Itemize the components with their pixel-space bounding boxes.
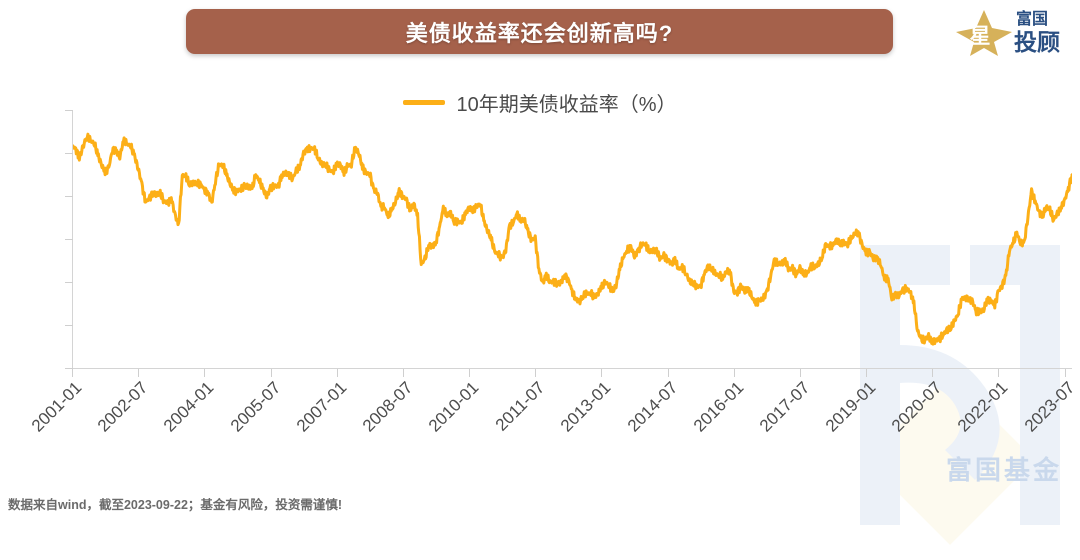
x-tick-mark xyxy=(336,369,338,377)
x-tick-mark xyxy=(535,369,537,377)
y-tick-mark xyxy=(65,368,73,369)
x-tick-label: 2008-07 xyxy=(358,378,417,436)
x-tick-mark xyxy=(270,369,272,377)
x-axis-line xyxy=(72,368,1072,369)
y-tick-mark xyxy=(65,325,73,326)
svg-text:投顾: 投顾 xyxy=(1014,29,1060,55)
y-tick-mark xyxy=(65,239,73,240)
x-tick-mark xyxy=(469,369,471,377)
legend-label: 10年期美债收益率（%） xyxy=(456,94,677,116)
x-tick-mark xyxy=(799,369,801,377)
chart-legend: 10年期美债收益率（%） xyxy=(0,88,1080,117)
y-tick-mark xyxy=(65,153,73,154)
star-icon xyxy=(956,10,1012,56)
x-tick-mark xyxy=(667,369,669,377)
x-tick-label: 2019-01 xyxy=(821,378,880,436)
x-tick-mark xyxy=(733,369,735,377)
data-source-note: 数据来自wind，截至2023-09-22；基金有风险，投资需谨慎! xyxy=(8,498,343,512)
x-tick-label: 2005-07 xyxy=(226,378,284,436)
legend-line-swatch xyxy=(403,100,446,105)
x-tick-mark xyxy=(138,369,140,377)
chart-plot-area xyxy=(72,110,1072,368)
x-tick-mark xyxy=(932,369,934,377)
x-tick-label: 2023-07 xyxy=(1020,378,1079,436)
y-tick-mark xyxy=(65,110,73,111)
watermark-text: 富国基金 xyxy=(945,455,1062,485)
yield-line-chart xyxy=(72,110,1072,368)
x-tick-label: 2010-01 xyxy=(424,378,483,436)
x-tick-label: 2013-01 xyxy=(557,378,615,436)
page-title: 美债收益率还会创新高吗? xyxy=(405,20,674,46)
x-tick-label: 2004-01 xyxy=(160,378,218,436)
x-tick-label: 2020-07 xyxy=(888,378,946,436)
x-tick-label: 2002-07 xyxy=(94,378,152,436)
svg-text:富国: 富国 xyxy=(1016,9,1048,28)
x-tick-mark xyxy=(402,369,404,377)
x-tick-label: 2007-01 xyxy=(292,378,351,436)
x-tick-mark xyxy=(72,369,73,377)
x-tick-label: 2014-07 xyxy=(623,378,682,436)
x-tick-mark xyxy=(1064,369,1066,377)
x-tick-label: 2017-07 xyxy=(755,378,814,436)
x-tick-mark xyxy=(998,369,1000,377)
page-title-banner: 美债收益率还会创新高吗? xyxy=(186,9,893,54)
brand-logo: 星 富国 投顾 xyxy=(950,2,1068,58)
x-tick-mark xyxy=(601,369,603,377)
x-tick-mark xyxy=(204,369,206,377)
x-tick-label: 2022-01 xyxy=(954,378,1012,436)
svg-text:星: 星 xyxy=(970,25,991,48)
x-tick-label: 2016-01 xyxy=(689,378,748,436)
y-tick-mark xyxy=(65,282,73,283)
x-tick-mark xyxy=(866,369,868,377)
y-tick-mark xyxy=(65,196,73,197)
x-tick-label: 2011-07 xyxy=(492,378,549,435)
x-tick-label: 2001-01 xyxy=(27,378,86,436)
series-line-10y-us-treasury-yield xyxy=(72,134,1072,344)
